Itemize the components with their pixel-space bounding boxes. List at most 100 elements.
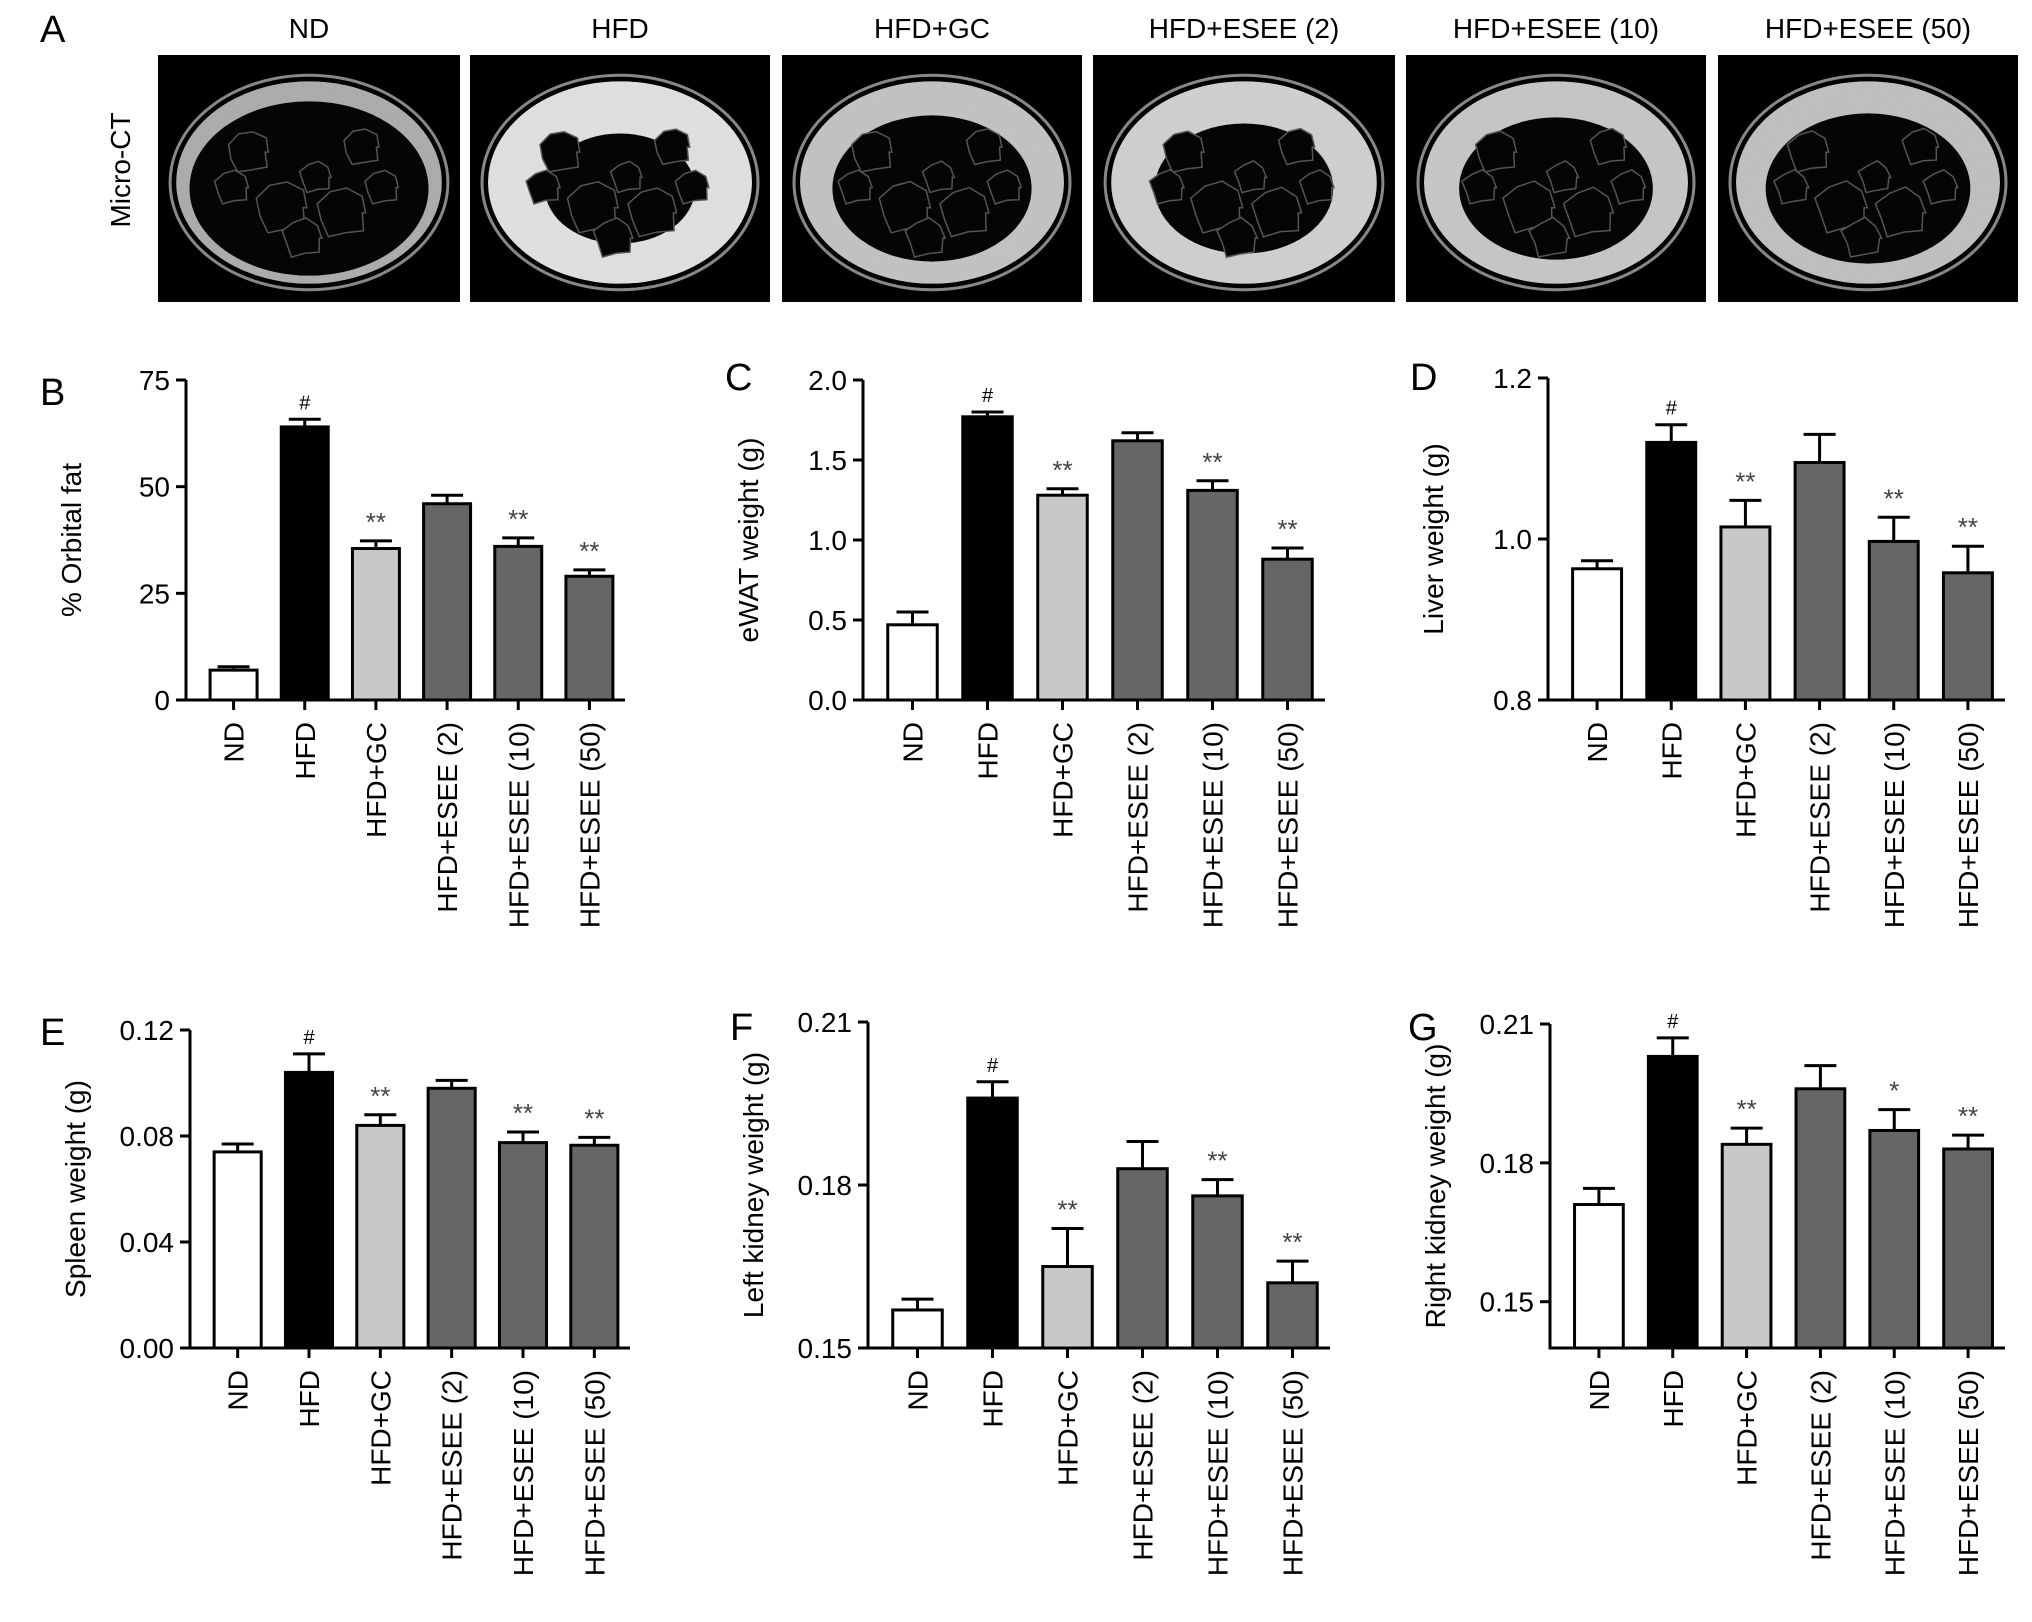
bar bbox=[1573, 1203, 1625, 1350]
bar bbox=[497, 1141, 549, 1350]
bar bbox=[1867, 539, 1920, 702]
panel-a: A Micro-CT ND HFD HFD+GC HFD+ESEE (2) HFD+ES… bbox=[40, 9, 2018, 302]
bar bbox=[1111, 439, 1164, 702]
ct-header: ND bbox=[289, 13, 329, 44]
x-tick-label: HFD+ESEE (2) bbox=[1805, 722, 1836, 913]
ct-header: HFD bbox=[591, 13, 649, 44]
ct-body-outline bbox=[792, 73, 1072, 292]
bar bbox=[1868, 1128, 1921, 1350]
significance-mark: ** bbox=[1202, 447, 1222, 477]
panel-label: C bbox=[725, 357, 752, 399]
chart-b: B 0 25 50 75 % Orbital fat ND # HFD ** HFD+GC HFD+E… bbox=[40, 365, 625, 928]
significance-mark: ** bbox=[1884, 483, 1904, 513]
micro-ct-row-label: Micro-CT bbox=[105, 112, 136, 227]
y-tick-label: 0.18 bbox=[798, 1170, 853, 1201]
chart-d: D 0.8 1.0 1.2 Liver weight (g) ND # HFD ** HFD+GC… bbox=[1410, 357, 2005, 928]
x-tick-label: HFD+ESEE (10) bbox=[1203, 1370, 1234, 1576]
significance-mark: # bbox=[1667, 1011, 1679, 1033]
significance-mark: ** bbox=[1958, 512, 1978, 542]
bar bbox=[1720, 1142, 1773, 1350]
x-tick-label: HFD+ESEE (2) bbox=[1123, 722, 1154, 913]
x-tick-label: HFD+ESEE (10) bbox=[1198, 722, 1229, 928]
x-tick-label: HFD+GC bbox=[361, 722, 392, 838]
chart-e: E 0.00 0.04 0.08 0.12 Spleen weight (g) ND # HFD… bbox=[40, 1012, 630, 1576]
bar bbox=[1191, 1194, 1244, 1350]
panel-label: G bbox=[1408, 1007, 1438, 1049]
bar bbox=[283, 1070, 335, 1350]
bar bbox=[1036, 493, 1089, 702]
bar bbox=[569, 1143, 620, 1350]
ct-header: HFD+GC bbox=[874, 13, 990, 44]
bar bbox=[891, 1308, 944, 1350]
x-tick-label: HFD+GC bbox=[1732, 1370, 1763, 1486]
bar bbox=[422, 502, 473, 702]
significance-mark: ** bbox=[1277, 514, 1297, 544]
y-tick-label: 0.00 bbox=[120, 1333, 175, 1364]
x-tick-label: ND bbox=[223, 1370, 254, 1410]
bar bbox=[1942, 1147, 1994, 1350]
significance-mark: * bbox=[1889, 1076, 1899, 1106]
y-tick-label: 0.12 bbox=[120, 1015, 175, 1046]
y-tick-label: 0 bbox=[154, 685, 170, 716]
x-tick-label: HFD bbox=[1658, 1370, 1689, 1428]
ct-body-outline bbox=[1103, 73, 1385, 292]
y-tick-label: 50 bbox=[139, 472, 170, 503]
ct-header: HFD+ESEE (2) bbox=[1149, 13, 1340, 44]
bar bbox=[886, 623, 939, 702]
bar bbox=[1645, 440, 1698, 702]
bar bbox=[355, 1123, 406, 1350]
micro-ct-image-row: ND HFD HFD+GC HFD+ESEE (2) HFD+ESEE (10) HFD+… bbox=[158, 13, 2018, 302]
x-tick-label: ND bbox=[903, 1370, 934, 1410]
significance-mark: # bbox=[303, 1027, 315, 1049]
bar bbox=[961, 415, 1014, 702]
ct-panel-4: HFD+ESEE (2) bbox=[1093, 13, 1395, 302]
significance-mark: ** bbox=[1207, 1146, 1227, 1176]
significance-mark: ** bbox=[1735, 466, 1755, 496]
x-tick-label: HFD bbox=[294, 1370, 325, 1428]
x-tick-label: HFD+ESEE (10) bbox=[503, 722, 534, 928]
significance-mark: # bbox=[299, 392, 311, 414]
significance-mark: # bbox=[982, 385, 994, 407]
bar bbox=[212, 1150, 263, 1350]
y-tick-label: 0.04 bbox=[120, 1227, 175, 1258]
y-tick-label: 0.15 bbox=[1480, 1287, 1535, 1318]
bar bbox=[426, 1086, 477, 1350]
ct-body-outline bbox=[168, 73, 450, 292]
bar bbox=[1794, 1087, 1847, 1350]
y-tick-label: 2.0 bbox=[808, 365, 847, 396]
ct-body-outline bbox=[480, 73, 760, 292]
y-tick-label: 25 bbox=[139, 578, 170, 609]
x-tick-label: HFD+ESEE (2) bbox=[437, 1370, 468, 1561]
ct-body-outline bbox=[1728, 73, 2008, 292]
y-axis-label: % Orbital fat bbox=[56, 463, 87, 617]
bar bbox=[1186, 488, 1239, 702]
x-tick-label: HFD+GC bbox=[1730, 722, 1761, 838]
significance-mark: ** bbox=[508, 504, 528, 534]
significance-mark: ** bbox=[366, 507, 386, 537]
x-tick-label: HFD+ESEE (10) bbox=[1879, 722, 1910, 928]
bar bbox=[564, 574, 615, 702]
significance-mark: ** bbox=[579, 536, 599, 566]
x-tick-label: HFD+ESEE (2) bbox=[1805, 1370, 1836, 1561]
x-tick-label: ND bbox=[1584, 1370, 1615, 1410]
bar bbox=[1266, 1281, 1319, 1350]
x-tick-label: HFD+GC bbox=[1048, 722, 1079, 838]
y-tick-label: 0.21 bbox=[798, 1007, 853, 1038]
bar bbox=[1941, 571, 1994, 702]
significance-mark: # bbox=[987, 1055, 999, 1077]
bar bbox=[279, 425, 330, 702]
y-tick-label: 0.21 bbox=[1480, 1009, 1535, 1040]
significance-mark: ** bbox=[513, 1098, 533, 1128]
x-tick-label: HFD bbox=[290, 722, 321, 780]
ct-header: HFD+ESEE (10) bbox=[1453, 13, 1659, 44]
ct-panel-1: ND bbox=[158, 13, 460, 302]
x-tick-label: HFD+ESEE (50) bbox=[1953, 1370, 1984, 1576]
ct-panel-2: HFD bbox=[470, 13, 770, 302]
y-axis-label: Left kidney weight (g) bbox=[738, 1052, 769, 1318]
significance-mark: ** bbox=[1282, 1227, 1302, 1257]
y-tick-label: 0.8 bbox=[1493, 685, 1532, 716]
significance-mark: ** bbox=[1736, 1094, 1756, 1124]
y-axis-label: Right kidney weight (g) bbox=[1420, 1044, 1451, 1329]
ct-header: HFD+ESEE (50) bbox=[1765, 13, 1971, 44]
